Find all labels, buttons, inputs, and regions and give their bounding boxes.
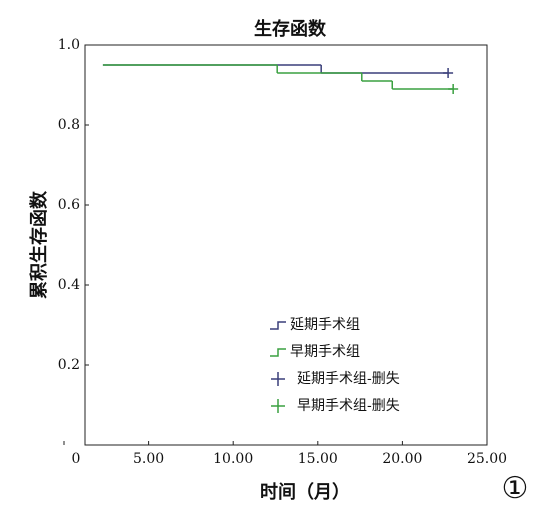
y-tick-label: 0.2 (58, 357, 80, 373)
legend-symbol (271, 399, 285, 413)
legend-label: 延期手术组 (290, 317, 360, 333)
plot-frame (84, 44, 488, 446)
x-tick-label: 25.00 (467, 451, 507, 467)
y-axis-label: 累积生存函数 (28, 190, 50, 299)
legend-label: 早期手术组-删失 (297, 398, 400, 414)
legend-symbol (270, 348, 286, 357)
x-tick-label: 10.00 (213, 451, 253, 467)
legend-label: 延期手术组-删失 (297, 371, 400, 387)
annotation: ① (502, 471, 529, 506)
y-tick-label: 0.6 (58, 197, 80, 213)
censor-mark (448, 84, 459, 94)
x-tick-label: 20.00 (382, 451, 422, 467)
chart-title: 生存函数 (254, 18, 327, 40)
x-tick-label: 15.00 (298, 451, 338, 467)
censor-mark (443, 68, 454, 78)
x-axis-label: 时间（月） (260, 482, 350, 503)
y-tick-label: 1.0 (58, 37, 80, 53)
legend-label: 早期手术组 (290, 344, 360, 360)
x-tick-label: 0 (72, 451, 81, 467)
y-tick-label: 0.8 (58, 117, 80, 133)
legend-symbol (270, 321, 286, 330)
x-tick-label: 5.00 (133, 451, 164, 467)
legend-symbol (271, 372, 285, 386)
y-tick-label: 0.4 (58, 277, 80, 293)
